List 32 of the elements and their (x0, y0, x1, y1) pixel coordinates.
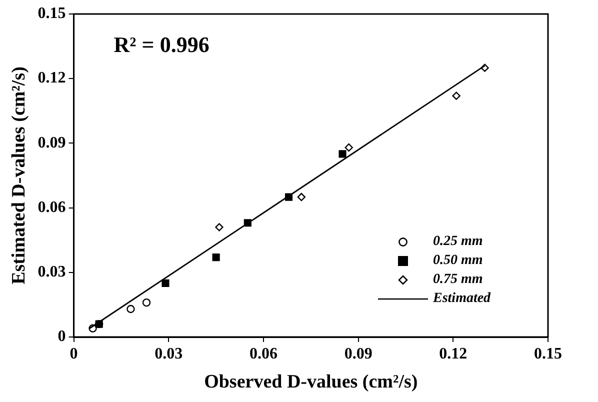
point (338, 150, 346, 158)
point (126, 304, 135, 314)
x-tick-label: 0.15 (534, 346, 562, 363)
point (344, 143, 353, 152)
legend-label: Estimated (433, 290, 491, 306)
point (244, 219, 252, 227)
x-tick-label: 0.09 (344, 346, 372, 363)
x-tick-label: 0.12 (439, 346, 468, 363)
y-tick-label: 0.15 (38, 5, 66, 22)
point (212, 254, 220, 262)
y-axis-title: Estimated D-values (cm²/s) (8, 66, 30, 284)
y-tick-label: 0.09 (38, 134, 66, 152)
y-tick-label: 0 (58, 328, 66, 346)
y-tick-label: 0.12 (38, 70, 66, 87)
x-tick-label: 0 (70, 346, 78, 363)
point (452, 92, 460, 100)
legend-label: 0.50 mm (433, 252, 483, 268)
point (480, 64, 489, 72)
point (88, 324, 97, 332)
annotation: R² = 0.996 (114, 32, 210, 58)
legend-label: 0.25 mm (433, 234, 483, 250)
x-axis-title: Observed D-values (cm²/s) (204, 372, 418, 393)
point (162, 279, 170, 287)
y-tick-label: 0.03 (38, 264, 66, 281)
point (297, 192, 306, 202)
point (215, 223, 224, 232)
point (142, 298, 151, 307)
y-tick-label: 0.06 (38, 198, 66, 216)
point (284, 193, 293, 201)
x-tick-label: 0.03 (154, 346, 183, 363)
x-tick-label: 0.06 (249, 346, 278, 363)
legend-label: 0.75 mm (433, 272, 483, 288)
